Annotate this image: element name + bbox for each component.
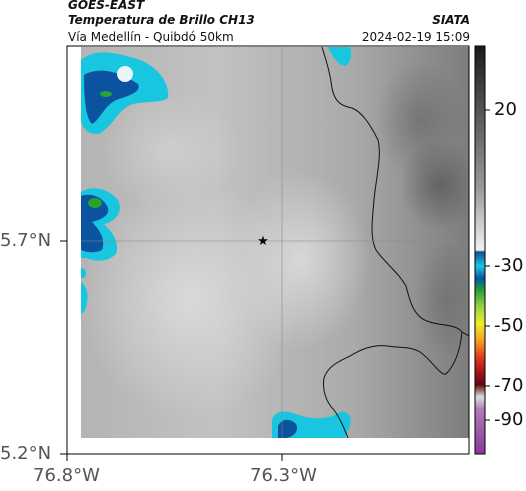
colorbar-label: 20 — [494, 99, 517, 120]
colorbar — [474, 45, 486, 455]
colorbar-label: -30 — [494, 255, 524, 276]
x-tick-label: 76.3°W — [250, 465, 317, 486]
region-subtitle: Vía Medellín - Quibdó 50km — [68, 30, 234, 44]
agency-label: SIATA — [432, 13, 470, 27]
product-title: Temperatura de Brillo CH13 — [68, 13, 255, 27]
satellite-imagery — [81, 47, 469, 438]
x-tick-label: 76.8°W — [33, 465, 100, 486]
colorbar-label: -50 — [494, 315, 524, 336]
colorbar-label: -90 — [494, 409, 524, 430]
y-tick-label: 5.2°N — [0, 443, 52, 464]
location-star-icon: ★ — [257, 234, 269, 249]
datetime-label: 2024-02-19 15:09 — [361, 30, 470, 44]
satellite-source-title: GOES-EAST — [68, 0, 145, 12]
colorbar-label: -70 — [494, 375, 524, 396]
y-tick-label: 5.7°N — [0, 230, 52, 251]
